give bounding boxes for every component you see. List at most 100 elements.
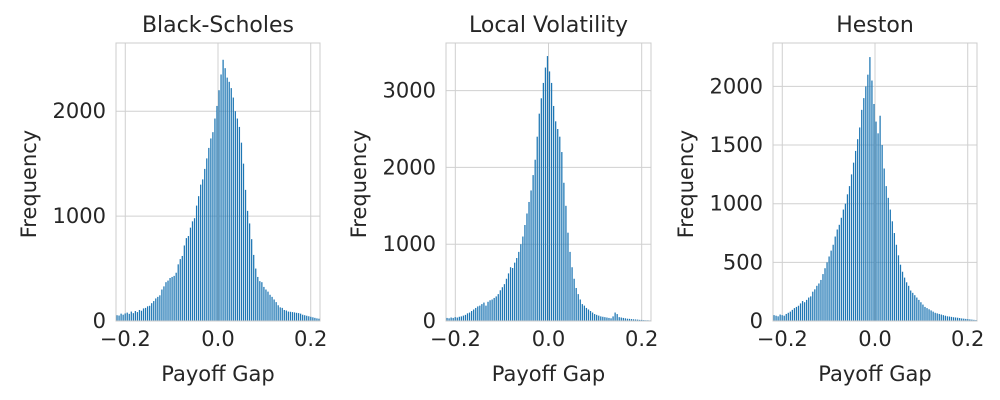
plot-frame [445,42,652,322]
histogram-bar [920,302,922,321]
histogram-bar [852,162,855,321]
histogram-bar [136,312,139,321]
histogram-bar [138,309,141,321]
histogram-bar [118,315,120,321]
histogram-bar [618,317,620,321]
histogram-bar [942,315,944,321]
histogram-bar [468,312,471,321]
histogram-bar [246,210,249,321]
histogram-bar [857,139,859,321]
histogram-bar [557,129,559,321]
histogram-bar [283,309,285,321]
histogram-bar [824,268,826,321]
y-axis-label: Frequency [17,130,41,239]
histogram-bar [604,317,606,321]
histogram-bar [181,255,183,321]
histogram-bar [863,98,865,321]
histogram-bar [946,316,949,321]
histogram-bar [938,313,940,321]
histogram-bar [304,315,306,321]
plot-frame [115,42,321,322]
histogram-bar [616,314,618,321]
histogram-bar [789,311,791,321]
histogram-bar [220,74,222,321]
histogram-bar [122,314,124,321]
histogram-bar [210,138,212,321]
histogram-bar [555,121,557,321]
y-tick-label: 2000 [710,74,763,98]
histogram-bar [883,168,885,321]
histogram-bar [161,289,163,321]
histogram-bar [614,312,616,321]
histogram-bar [569,251,571,321]
histogram-bar [212,132,214,321]
histogram-bar [875,121,877,321]
histogram-bar [787,312,789,321]
histogram-bar [299,313,302,321]
histogram-bar [509,267,512,321]
histogram-bar [808,297,810,321]
histogram-bar [581,304,583,321]
histogram-bar [865,86,867,322]
histogram-bar [871,80,873,321]
histogram-bar [940,314,942,321]
histogram-bar [910,290,912,321]
histogram-bar [204,168,206,321]
histogram-bar [973,319,975,321]
histogram-bar [567,232,569,321]
histogram-bar [485,305,487,321]
histogram-bar [826,262,828,321]
subplot-title: Local Volatility [469,13,628,38]
histogram-bar [516,258,518,321]
histogram-bar [483,302,485,321]
histogram-bar [559,136,561,321]
histogram-bar [775,315,777,321]
x-tick-label: −0.2 [430,327,481,351]
histogram-bar [273,299,275,321]
x-tick-label: −0.2 [757,327,808,351]
histogram-bar [197,196,200,321]
x-tick-label: −0.2 [100,327,151,351]
histogram-bar [850,174,853,321]
histogram-bar [936,313,938,321]
histogram-bar [540,98,542,321]
histogram-bar [893,233,896,321]
histogram-bar [844,203,847,321]
histogram-bar [124,313,126,321]
histogram-bar [454,317,456,321]
histogram-bar [926,308,928,321]
histogram-bar [193,218,196,321]
histogram-bar [538,113,540,322]
histogram-bar [589,311,592,321]
x-axis-label: Payoff Gap [818,362,931,386]
histogram-bar [310,316,312,321]
histogram-bar [126,312,128,321]
histogram-bar [822,274,824,321]
histogram-bar [234,111,236,321]
x-tick-label: 0.0 [201,327,234,351]
histogram-bar [610,318,612,321]
y-axis-label: Frequency [674,130,698,239]
histogram-bar [499,290,501,321]
histogram-bar [120,313,122,321]
histogram-bar [312,317,314,321]
histogram-bar [606,317,608,321]
histogram-bar [285,310,287,321]
histogram-bar [169,277,171,321]
histogram-bar [279,307,281,321]
histogram-bar [505,278,508,321]
grid-lines [116,43,320,322]
histogram-bar [836,229,838,321]
histogram-bar [248,223,251,321]
histogram-bar [140,310,143,321]
histogram-bar [899,264,902,321]
histogram-bar [877,133,879,321]
histogram-bar [185,238,188,321]
x-tick-label: 0.0 [858,327,891,351]
histogram-bar [295,312,298,321]
histogram-bar [497,294,499,321]
histogram-bar [255,268,257,321]
histogram-bar [632,319,635,321]
histogram-bar [583,305,586,321]
y-tick-label: 3000 [383,79,436,103]
